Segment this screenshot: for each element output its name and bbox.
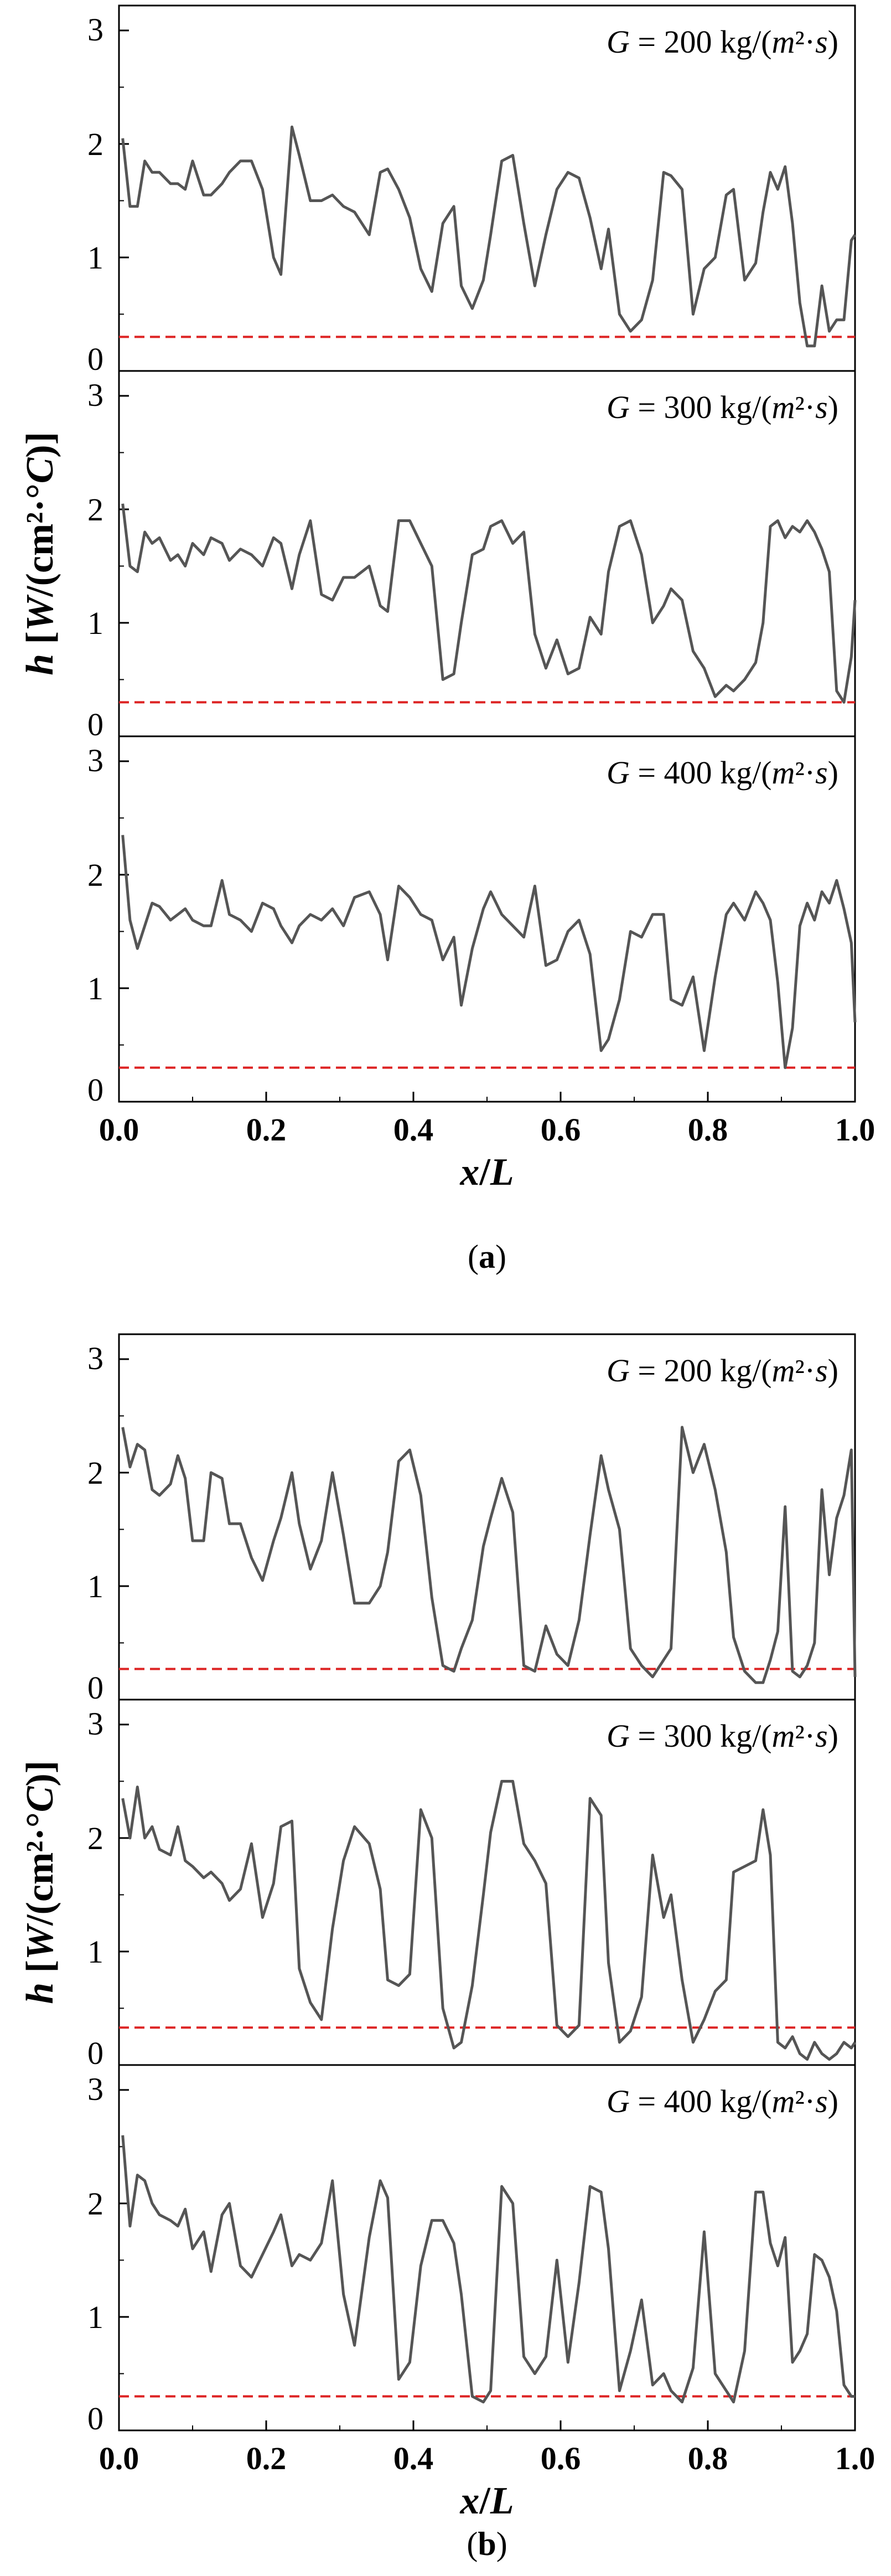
y-tick-label: 1	[87, 970, 103, 1006]
chart-b-panel-1: 0 1 2 3 G = 200 kg/(m²·s)	[87, 1333, 857, 1706]
panel-frame	[118, 2064, 856, 2432]
y-tick-label: 0	[87, 341, 103, 377]
y-tick-label: 3	[87, 742, 103, 778]
chart-b-panel-3: 0 1 2 3 G = 400 kg/(m²·s)	[87, 2064, 856, 2436]
x-axis-label: x/L	[459, 2480, 514, 2522]
x-tick-label: 0.2	[246, 1112, 287, 1148]
chart-a-panel-3: 0 1 2 3 G = 400 kg/(m²·s)	[87, 735, 857, 1108]
chart-b-panel-2: 0 1 2 3 G = 300 kg/(m²·s)	[87, 1699, 857, 2071]
y-tick-label: 2	[87, 492, 103, 528]
y-tick-label: 0	[87, 1670, 103, 1706]
y-axis-label: h [W/(cm²·°C)]	[19, 432, 61, 675]
y-tick-label: 1	[87, 605, 103, 641]
x-tick-label: 1.0	[835, 1112, 876, 1148]
panel-label: G = 400 kg/(m²·s)	[607, 2083, 838, 2119]
chart-b: 0 1 2 3 G = 200 kg/(m²·s) 0 1 2 3 G = 300 kg/(m²·…	[19, 1333, 876, 2562]
y-tick-label: 2	[87, 1820, 103, 1856]
y-tick-label: 3	[87, 1340, 103, 1376]
x-tick-label: 0.6	[541, 2440, 581, 2476]
y-tick-label: 0	[87, 2401, 103, 2436]
y-tick-label: 1	[87, 2299, 103, 2335]
x-tick-label: 0.8	[688, 1112, 728, 1148]
panel-label: G = 400 kg/(m²·s)	[607, 755, 838, 791]
y-tick-label: 1	[87, 240, 103, 276]
x-tick-label: 0.4	[393, 2440, 434, 2476]
series-line	[121, 1426, 857, 1684]
panel-label: G = 300 kg/(m²·s)	[607, 389, 838, 425]
series-line	[121, 2135, 855, 2404]
panel-frame	[118, 4, 856, 372]
chart-a-panel-2: 0 1 2 3 G = 300 kg/(m²·s)	[87, 370, 857, 742]
x-tick-label: 0.0	[99, 2440, 139, 2476]
panel-label: G = 200 kg/(m²·s)	[607, 1352, 838, 1388]
chart-a: 0 1 2 3 G = 200 kg/(m²·s) 0 1 2 3 G = 300 kg/(m²·…	[19, 4, 876, 1275]
y-tick-label: 3	[87, 2071, 103, 2107]
y-tick-label: 0	[87, 706, 103, 742]
x-tick-label: 0.0	[99, 1112, 139, 1148]
y-tick-label: 1	[87, 1568, 103, 1604]
y-tick-label: 0	[87, 1072, 103, 1108]
series-line	[121, 835, 857, 1069]
x-tick-label: 0.4	[393, 1112, 434, 1148]
figure-label: (a)	[468, 1238, 506, 1275]
panel-label: G = 200 kg/(m²·s)	[607, 24, 838, 60]
x-tick-label: 0.8	[688, 2440, 728, 2476]
y-tick-label: 3	[87, 377, 103, 413]
y-tick-label: 1	[87, 1934, 103, 1970]
y-tick-label: 2	[87, 2186, 103, 2222]
y-tick-label: 3	[87, 1706, 103, 1742]
series-line	[121, 125, 857, 348]
y-axis-label: h [W/(cm²·°C)]	[19, 1761, 61, 2004]
y-tick-label: 0	[87, 2035, 103, 2071]
panel-frame	[118, 1699, 856, 2066]
y-tick-label: 2	[87, 1455, 103, 1491]
x-axis-label: x/L	[459, 1151, 514, 1194]
series-line	[121, 1780, 857, 2061]
x-tick-label: 0.6	[541, 1112, 581, 1148]
y-tick-label: 2	[87, 857, 103, 893]
panel-label: G = 300 kg/(m²·s)	[607, 1718, 838, 1754]
x-tick-label: 1.0	[835, 2440, 876, 2476]
y-tick-label: 2	[87, 126, 103, 162]
figure-label: (b)	[467, 2526, 507, 2562]
series-line	[121, 503, 857, 704]
x-tick-label: 0.2	[246, 2440, 287, 2476]
y-tick-label: 3	[87, 12, 103, 48]
chart-a-panel-1: 0 1 2 3 G = 200 kg/(m²·s)	[87, 4, 857, 377]
